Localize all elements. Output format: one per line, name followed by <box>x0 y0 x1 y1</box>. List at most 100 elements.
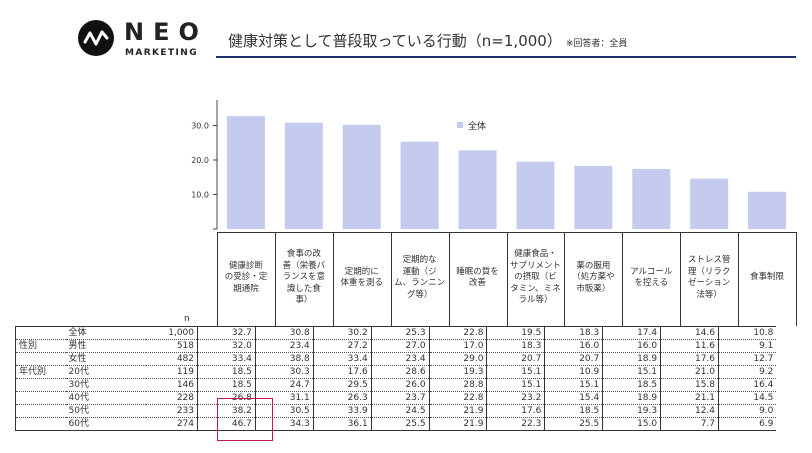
column-separator <box>738 232 740 326</box>
table-row: 30代 146 18.5 24.7 29.5 26.0 28.8 15.1 15.1 18.5 15… <box>15 378 777 392</box>
row-label: 30代 <box>65 378 146 392</box>
page-title: 健康対策として普段取っている行動（n=1,000） ※回答者：全員 <box>228 30 627 51</box>
table-cell: 22.8 <box>428 391 487 405</box>
table-cell: 28.8 <box>428 378 487 392</box>
table-cell: 17.0 <box>428 339 487 353</box>
table-row: 50代 233 38.2 30.5 33.9 24.5 21.9 17.6 18.5 19.3 12… <box>15 404 777 418</box>
row-n: 119 <box>145 365 198 379</box>
row-n: 146 <box>145 378 198 392</box>
title-note: ※回答者：全員 <box>565 39 628 49</box>
brand-subtitle: MARKETING <box>125 48 198 58</box>
table-cell: 18.5 <box>544 404 603 418</box>
table-cell: 18.5 <box>602 378 661 392</box>
table-cell: 29.0 <box>428 352 487 366</box>
row-label: 男性 <box>65 339 146 353</box>
table-cell: 31.1 <box>254 391 314 405</box>
table-cell: 12.7 <box>718 352 777 366</box>
title-main: 健康対策として普段取っている行動（n=1,000） <box>228 32 562 50</box>
table-cell: 17.6 <box>312 365 372 379</box>
table-cell: 21.9 <box>428 417 487 431</box>
table-cell: 25.5 <box>370 417 430 431</box>
table-cell: 36.1 <box>312 417 372 431</box>
row-label: 40代 <box>65 391 146 405</box>
row-label: 50代 <box>65 404 146 418</box>
row-n: 482 <box>145 352 198 366</box>
table-cell: 33.4 <box>312 352 372 366</box>
table-cell: 17.6 <box>660 352 719 366</box>
bar-chart: 10.0 20.0 30.0 全体 <box>191 100 787 230</box>
table-cell: 15.8 <box>660 378 719 392</box>
bar-7 <box>574 165 613 229</box>
table-cell: 24.5 <box>370 404 430 418</box>
table-cell: 15.1 <box>544 378 603 392</box>
y-tick-label: 30.0 <box>191 122 209 131</box>
table-row: 女性 482 33.4 38.8 33.4 23.4 29.0 20.7 20.7 18.9 17.… <box>15 352 777 366</box>
table-cell: 24.7 <box>254 378 314 392</box>
row-n: 274 <box>145 417 198 431</box>
table-cell: 25.5 <box>544 417 603 431</box>
table-cell: 23.7 <box>370 391 430 405</box>
column-separator <box>332 232 334 326</box>
table-cell: 16.4 <box>718 378 777 392</box>
bar-5 <box>458 150 497 229</box>
row-group <box>15 326 66 340</box>
row-group <box>15 391 66 405</box>
category-label-8: アルコール を控える <box>630 266 673 289</box>
table-cell: 14.5 <box>718 391 777 405</box>
table-row: 性別 男性 518 32.0 23.4 27.2 27.0 17.0 18.3 16.0 16.0 1… <box>15 339 777 353</box>
row-group <box>15 378 66 392</box>
y-tick-label: 20.0 <box>191 156 209 165</box>
table-cell: 30.5 <box>254 404 314 418</box>
table-cell: 38.8 <box>254 352 314 366</box>
table-cell: 19.5 <box>486 326 545 340</box>
bar-9 <box>690 178 729 229</box>
table-cell: 29.5 <box>312 378 372 392</box>
table-cell: 12.4 <box>660 404 719 418</box>
category-label-1: 健康診断 の受診・定 期通院 <box>224 260 268 294</box>
table-row: 60代 274 46.7 34.3 36.1 25.5 21.9 22.3 25.5 15.0 7.… <box>15 417 777 431</box>
column-separator <box>680 232 682 326</box>
table-cell: 7.7 <box>660 417 719 431</box>
table-cell: 21.9 <box>428 404 487 418</box>
table-row: 年代別 20代 119 18.5 30.3 17.6 28.6 19.3 15.1 10.9 15.… <box>15 365 777 379</box>
logo-wave-icon <box>83 30 109 46</box>
bar-1 <box>226 116 265 229</box>
table-cell: 17.4 <box>602 326 661 340</box>
category-label-3: 定期的に 体重を測る <box>340 266 383 289</box>
n-header: n <box>184 314 190 324</box>
row-label: 女性 <box>65 352 146 366</box>
category-label-4: 定期的な 運動（ジ ム、ランニン グ等） <box>394 255 446 300</box>
column-separator <box>448 232 450 326</box>
category-label-6: 健康食品・ サプリメント の摂取（ビ タミン、ミネ ラル等） <box>509 249 561 306</box>
table-cell: 21.1 <box>660 391 719 405</box>
table-cell: 33.9 <box>312 404 372 418</box>
table-cell: 32.0 <box>197 339 256 353</box>
row-n: 518 <box>145 339 198 353</box>
y-tick-label: 10.0 <box>191 191 209 200</box>
bar-4 <box>400 141 439 229</box>
category-label-2: 食事の改 善（栄養バ ランスを意 識した食 事） <box>282 249 326 306</box>
row-group: 性別 <box>15 339 66 353</box>
table-cell: 18.3 <box>544 326 603 340</box>
table-cell: 15.4 <box>544 391 603 405</box>
table-cell: 33.4 <box>197 352 256 366</box>
table-cell: 17.6 <box>486 404 545 418</box>
table-cell: 26.3 <box>312 391 372 405</box>
bar-10 <box>748 191 787 229</box>
table-cell: 30.8 <box>254 326 314 340</box>
brand-name: NEO <box>124 18 208 46</box>
bar-3 <box>342 124 381 229</box>
table-row: 40代 228 26.8 31.1 26.3 23.7 22.8 23.2 15.4 18.9 21… <box>15 391 777 405</box>
table-cell: 26.0 <box>370 378 430 392</box>
brand-logo: NEO MARKETING <box>78 18 218 62</box>
table-cell: 23.4 <box>370 352 430 366</box>
row-n: 233 <box>145 404 198 418</box>
table-cell: 19.3 <box>602 404 661 418</box>
table-cell: 20.7 <box>544 352 603 366</box>
table-cell: 32.7 <box>197 326 256 340</box>
table-cell: 9.2 <box>718 365 777 379</box>
table-row: 全体 1,000 32.7 30.8 30.2 25.3 22.8 19.5 18.3 17.4 1… <box>15 326 777 340</box>
table-cell: 20.7 <box>486 352 545 366</box>
bar-6 <box>516 161 555 229</box>
row-label: 20代 <box>65 365 146 379</box>
